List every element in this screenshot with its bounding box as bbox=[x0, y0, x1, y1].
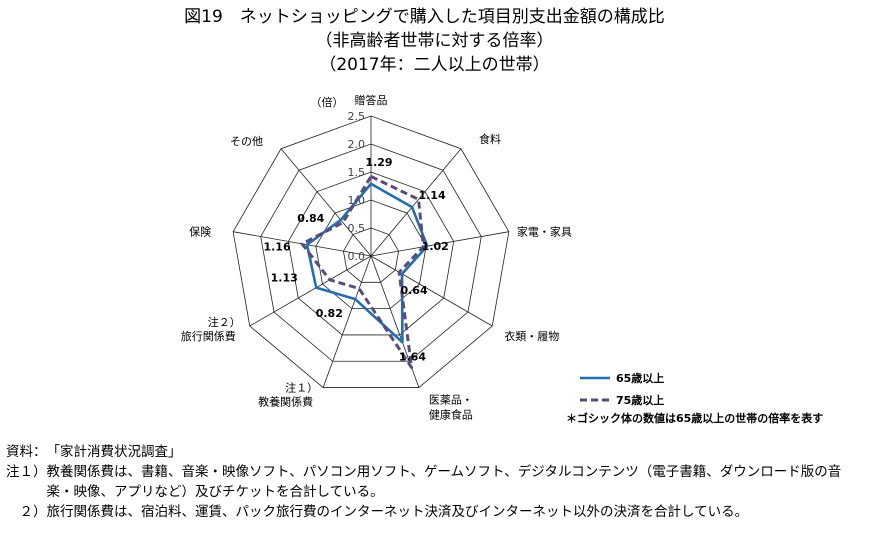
category-label: 保険 bbox=[189, 225, 211, 239]
series-line-2 bbox=[300, 174, 425, 370]
note-head: ２） bbox=[6, 504, 47, 520]
category-label: 贈答品 bbox=[355, 93, 388, 107]
grid-ring bbox=[343, 227, 399, 283]
note-1: 注１） 教養関係費は、書籍、音楽・映像ソフト、パソコン用ソフト、ゲームソフト、デ… bbox=[6, 462, 864, 502]
category-label: 食料 bbox=[479, 132, 501, 146]
tick-label: 0.5 bbox=[348, 222, 366, 235]
category-label: 健康食品 bbox=[429, 408, 473, 422]
data-label: 1.29 bbox=[365, 156, 392, 169]
grid-ring bbox=[232, 115, 510, 388]
data-label: 1.14 bbox=[418, 189, 445, 202]
data-label: 0.64 bbox=[400, 284, 427, 297]
legend-label: 75歳以上 bbox=[616, 393, 664, 407]
note-source: 資料： 「家計消費状況調査」 bbox=[6, 442, 864, 462]
tick-label: 0.0 bbox=[348, 250, 366, 263]
legend-label: 65歳以上 bbox=[616, 371, 664, 385]
data-label: 0.84 bbox=[297, 212, 324, 225]
category-note: 注１） bbox=[285, 381, 318, 395]
grid-ring bbox=[287, 171, 455, 336]
data-label: 1.02 bbox=[422, 240, 449, 253]
note-body: 教養関係費は、書籍、音楽・映像ソフト、パソコン用ソフト、ゲームソフト、デジタルコ… bbox=[46, 464, 842, 500]
grid-spoke bbox=[322, 255, 372, 388]
note-body: 「家計消費状況調査」 bbox=[46, 444, 182, 460]
grid-spoke bbox=[370, 231, 509, 257]
grid-spoke bbox=[249, 255, 372, 327]
category-label: 教養関係費 bbox=[258, 395, 313, 409]
data-label: 1.64 bbox=[399, 350, 426, 363]
category-label: 旅行関係費 bbox=[181, 329, 236, 343]
radar-chart: 0.00.51.01.52.02.5（倍）1.291.141.020.641.6… bbox=[181, 93, 824, 425]
note-head: 注１） bbox=[6, 464, 47, 480]
data-label: 1.16 bbox=[263, 241, 290, 254]
chart-subtitle-year: （2017年：二人以上の世帯） bbox=[319, 55, 550, 75]
category-label: その他 bbox=[230, 135, 263, 148]
footnotes: 資料： 「家計消費状況調査」 注１） 教養関係費は、書籍、音楽・映像ソフト、パソ… bbox=[6, 442, 864, 522]
chart-title: 図19 ネットショッピングで購入した項目別支出金額の構成比 bbox=[184, 7, 665, 27]
tick-label: 1.5 bbox=[348, 166, 366, 179]
category-note: 注２） bbox=[208, 315, 241, 329]
note-head: 資料： bbox=[6, 444, 47, 460]
tick-label: 2.0 bbox=[348, 138, 366, 151]
category-label: 衣類・履物 bbox=[504, 329, 559, 343]
unit-label: （倍） bbox=[311, 95, 344, 109]
chart-subtitle: （非高齢者世帯に対する倍率） bbox=[315, 31, 554, 51]
grid-spoke bbox=[280, 148, 372, 257]
category-label: 医薬品・ bbox=[429, 394, 473, 407]
data-label: 0.82 bbox=[316, 307, 343, 320]
note-2: ２） 旅行関係費は、宿泊料、運賃、パック旅行費のインターネット決済及びインターネ… bbox=[6, 502, 864, 522]
note-body: 旅行関係費は、宿泊料、運賃、パック旅行費のインターネット決済及びインターネット以… bbox=[46, 504, 749, 520]
data-label: 1.13 bbox=[271, 272, 298, 285]
category-label: 家電・家具 bbox=[517, 225, 572, 239]
tick-label: 2.5 bbox=[348, 110, 366, 123]
grid-ring bbox=[260, 143, 482, 362]
legend-note: ＊ゴシック体の数値は65歳以上の世帯の倍率を表す bbox=[566, 411, 823, 425]
grid-spoke bbox=[370, 148, 462, 257]
grid-spoke bbox=[370, 255, 493, 327]
